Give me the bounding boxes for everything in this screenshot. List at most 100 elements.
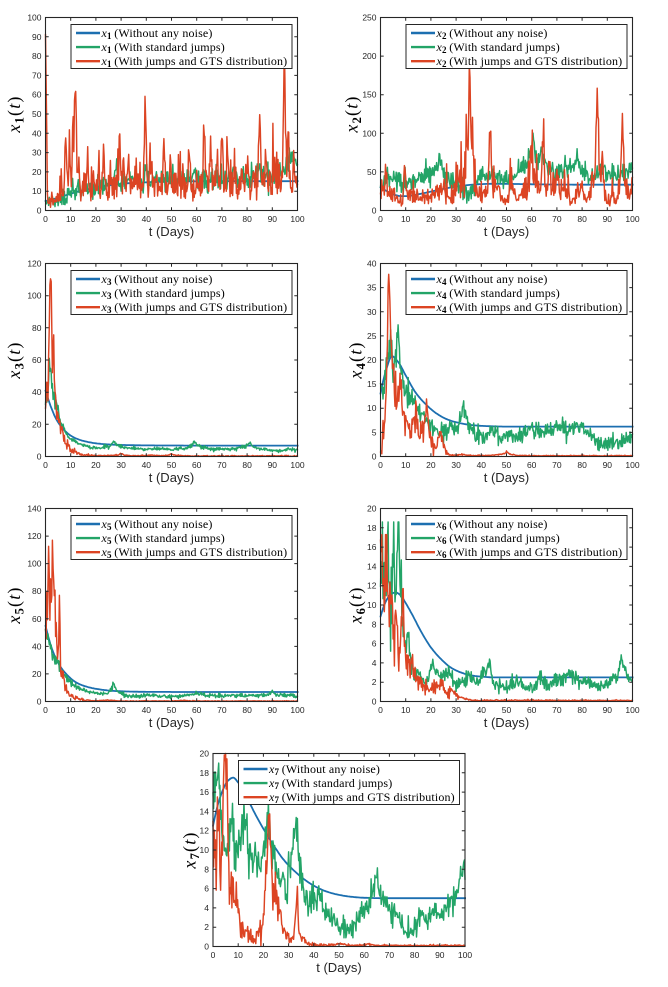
svg-text:50: 50 bbox=[32, 109, 42, 119]
svg-text:20: 20 bbox=[259, 950, 269, 960]
svg-text:90: 90 bbox=[32, 32, 42, 42]
svg-text:4: 4 bbox=[204, 903, 209, 913]
svg-text:x6 (Without any noise): x6 (Without any noise) bbox=[436, 517, 548, 532]
svg-text:x4 (Without any noise): x4 (Without any noise) bbox=[436, 272, 548, 287]
svg-text:40: 40 bbox=[477, 460, 487, 470]
svg-text:20: 20 bbox=[426, 460, 436, 470]
svg-text:x3 (With jumps and GTS distrib: x3 (With jumps and GTS distribution) bbox=[101, 300, 288, 315]
svg-text:14: 14 bbox=[367, 561, 377, 571]
svg-text:100: 100 bbox=[290, 214, 304, 224]
svg-text:30: 30 bbox=[367, 307, 377, 317]
svg-text:100: 100 bbox=[625, 214, 639, 224]
svg-text:x5(t): x5(t) bbox=[4, 586, 27, 624]
svg-text:0: 0 bbox=[372, 206, 377, 216]
svg-text:140: 140 bbox=[27, 504, 41, 514]
svg-text:10: 10 bbox=[66, 214, 76, 224]
svg-text:10: 10 bbox=[367, 600, 377, 610]
svg-text:8: 8 bbox=[372, 619, 377, 629]
svg-text:60: 60 bbox=[527, 705, 537, 715]
svg-text:90: 90 bbox=[268, 460, 278, 470]
svg-text:0: 0 bbox=[37, 206, 42, 216]
svg-text:0: 0 bbox=[43, 705, 48, 715]
svg-text:20: 20 bbox=[91, 214, 101, 224]
svg-text:35: 35 bbox=[367, 283, 377, 293]
svg-text:x1 (With jumps and GTS distrib: x1 (With jumps and GTS distribution) bbox=[101, 54, 288, 69]
svg-text:50: 50 bbox=[502, 460, 512, 470]
svg-text:60: 60 bbox=[359, 950, 369, 960]
svg-text:10: 10 bbox=[66, 460, 76, 470]
svg-text:x1 (With standard jumps): x1 (With standard jumps) bbox=[101, 40, 225, 55]
svg-text:t (Days): t (Days) bbox=[149, 224, 195, 239]
svg-text:50: 50 bbox=[502, 214, 512, 224]
svg-text:20: 20 bbox=[200, 749, 210, 759]
svg-text:90: 90 bbox=[603, 705, 613, 715]
svg-text:x4(t): x4(t) bbox=[346, 341, 369, 379]
svg-text:4: 4 bbox=[372, 658, 377, 668]
svg-text:30: 30 bbox=[116, 214, 126, 224]
svg-text:0: 0 bbox=[37, 697, 42, 707]
svg-text:90: 90 bbox=[268, 705, 278, 715]
svg-text:6: 6 bbox=[204, 884, 209, 894]
svg-text:30: 30 bbox=[451, 214, 461, 224]
svg-text:10: 10 bbox=[401, 214, 411, 224]
svg-text:40: 40 bbox=[32, 387, 42, 397]
svg-text:70: 70 bbox=[552, 705, 562, 715]
svg-text:40: 40 bbox=[142, 460, 152, 470]
svg-text:0: 0 bbox=[372, 452, 377, 462]
svg-text:200: 200 bbox=[362, 51, 376, 61]
svg-text:100: 100 bbox=[290, 460, 304, 470]
svg-text:10: 10 bbox=[200, 845, 210, 855]
svg-text:x2 (Without any noise): x2 (Without any noise) bbox=[436, 26, 548, 41]
svg-text:70: 70 bbox=[217, 214, 227, 224]
svg-text:x4 (With standard jumps): x4 (With standard jumps) bbox=[436, 286, 560, 301]
svg-text:80: 80 bbox=[32, 323, 42, 333]
svg-text:90: 90 bbox=[603, 214, 613, 224]
svg-text:100: 100 bbox=[27, 559, 41, 569]
svg-text:x2(t): x2(t) bbox=[342, 95, 365, 133]
svg-text:90: 90 bbox=[435, 950, 445, 960]
svg-text:t (Days): t (Days) bbox=[149, 715, 195, 730]
svg-text:8: 8 bbox=[204, 864, 209, 874]
svg-text:10: 10 bbox=[367, 403, 377, 413]
svg-text:30: 30 bbox=[451, 460, 461, 470]
svg-text:16: 16 bbox=[367, 542, 377, 552]
svg-text:0: 0 bbox=[372, 697, 377, 707]
svg-text:60: 60 bbox=[192, 705, 202, 715]
svg-text:15: 15 bbox=[367, 379, 377, 389]
svg-text:0: 0 bbox=[211, 950, 216, 960]
svg-text:60: 60 bbox=[527, 214, 537, 224]
svg-text:0: 0 bbox=[43, 460, 48, 470]
svg-text:x6(t): x6(t) bbox=[346, 586, 369, 624]
svg-text:120: 120 bbox=[27, 259, 41, 269]
svg-text:t (Days): t (Days) bbox=[484, 224, 530, 239]
svg-text:0: 0 bbox=[37, 452, 42, 462]
svg-text:100: 100 bbox=[362, 128, 376, 138]
svg-text:60: 60 bbox=[32, 614, 42, 624]
svg-text:70: 70 bbox=[552, 214, 562, 224]
svg-text:18: 18 bbox=[200, 768, 210, 778]
svg-text:x4 (With jumps and GTS distrib: x4 (With jumps and GTS distribution) bbox=[436, 300, 623, 315]
svg-text:x1(t): x1(t) bbox=[4, 95, 27, 133]
svg-text:50: 50 bbox=[367, 167, 377, 177]
svg-text:70: 70 bbox=[217, 705, 227, 715]
svg-text:100: 100 bbox=[625, 460, 639, 470]
svg-text:20: 20 bbox=[426, 214, 436, 224]
svg-text:90: 90 bbox=[268, 214, 278, 224]
svg-text:12: 12 bbox=[200, 826, 210, 836]
svg-text:x1 (Without any noise): x1 (Without any noise) bbox=[101, 26, 213, 41]
svg-text:80: 80 bbox=[242, 460, 252, 470]
svg-text:t (Days): t (Days) bbox=[149, 470, 195, 485]
svg-text:50: 50 bbox=[502, 705, 512, 715]
svg-text:30: 30 bbox=[116, 705, 126, 715]
svg-text:20: 20 bbox=[426, 705, 436, 715]
svg-text:40: 40 bbox=[32, 641, 42, 651]
svg-text:80: 80 bbox=[577, 214, 587, 224]
svg-text:12: 12 bbox=[367, 581, 377, 591]
svg-text:40: 40 bbox=[32, 128, 42, 138]
svg-text:80: 80 bbox=[577, 460, 587, 470]
svg-text:150: 150 bbox=[362, 90, 376, 100]
svg-text:6: 6 bbox=[372, 639, 377, 649]
svg-text:30: 30 bbox=[32, 148, 42, 158]
svg-text:70: 70 bbox=[217, 460, 227, 470]
svg-text:100: 100 bbox=[290, 705, 304, 715]
